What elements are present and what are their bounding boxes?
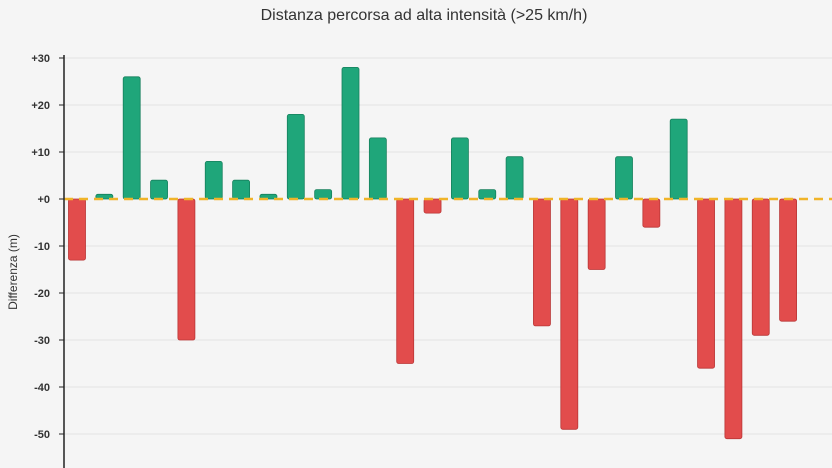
bar [450,137,469,200]
y-tick-label: +30 [31,53,50,65]
bar [396,198,415,364]
bar [68,198,86,261]
bar [779,198,797,322]
bar [533,198,551,327]
y-tick-label: +10 [31,147,50,159]
bar [751,198,770,336]
bar [587,198,606,270]
bar [724,198,743,440]
y-axis-label: Differenza (m) [6,234,20,310]
y-tick-label: -30 [34,335,50,347]
bar [368,137,387,200]
y-tick-label: -50 [34,429,50,441]
bar [423,198,442,214]
bar [478,189,497,200]
y-tick-label: +20 [31,100,50,112]
y-tick-label: -10 [34,241,50,253]
bar [615,156,633,200]
bar [150,179,168,200]
bar [669,118,688,200]
bars [68,67,797,440]
bar [286,114,305,200]
bar [341,67,360,200]
chart-title: Distanza percorsa ad alta intensità (>25… [261,7,588,24]
bar [560,198,579,430]
bar [204,160,223,200]
bar [122,76,141,200]
bar [642,198,661,228]
y-tick-label: -20 [34,288,50,300]
bar [232,179,251,200]
bar [505,156,524,200]
bar [314,189,333,200]
bar [697,198,715,369]
y-tick-labels: +30 +20 +10 +0 -10 -20 -30 -40 -50 [31,53,64,441]
y-tick-label: +0 [37,194,50,206]
bar [177,198,196,341]
y-tick-label: -40 [34,382,50,394]
